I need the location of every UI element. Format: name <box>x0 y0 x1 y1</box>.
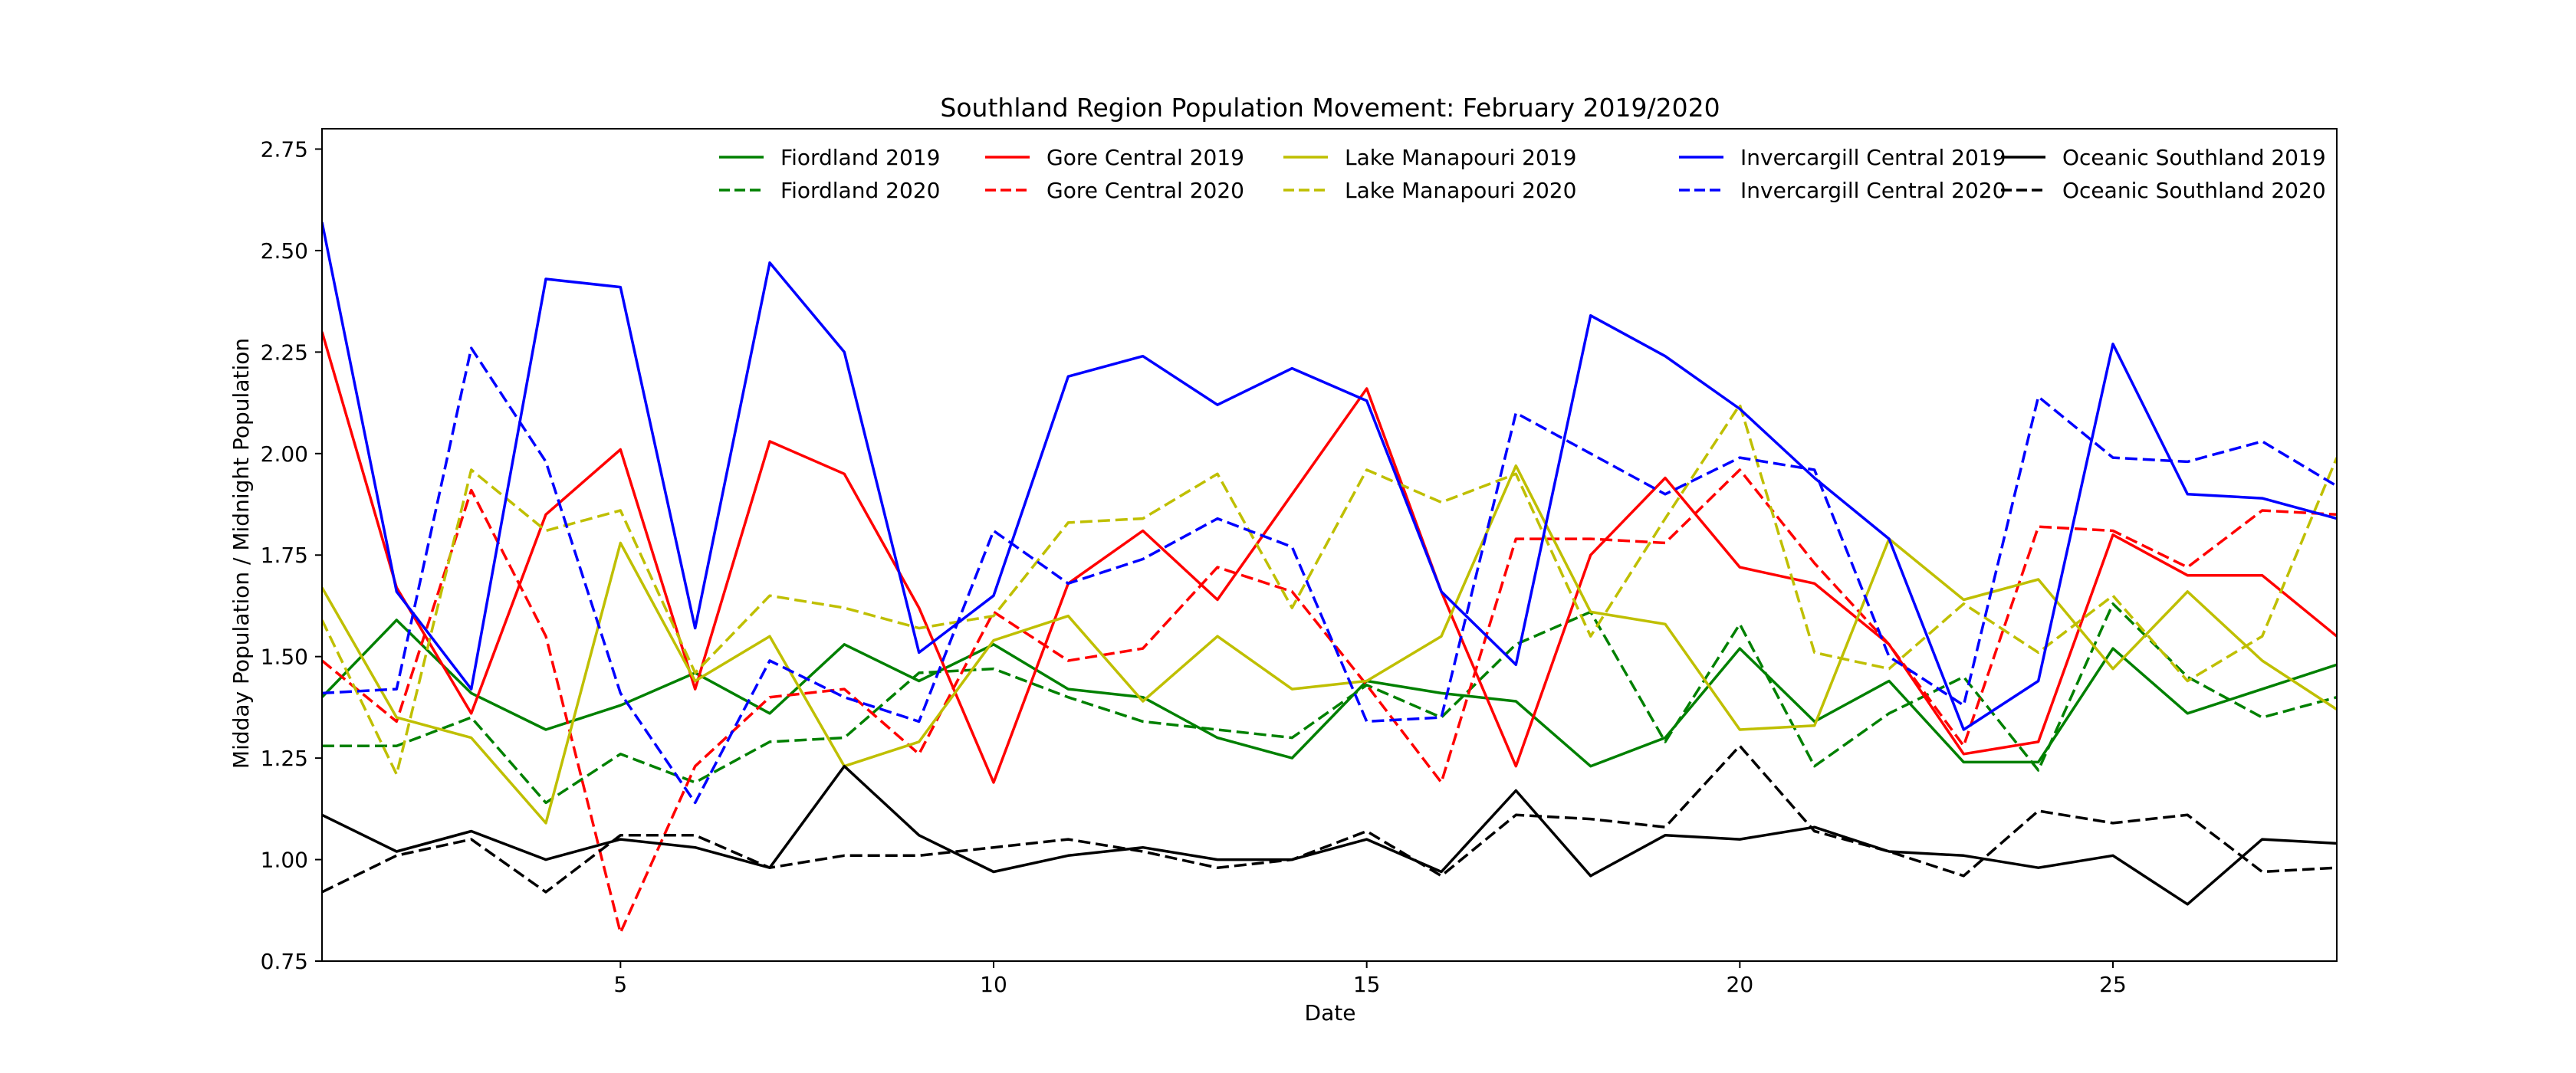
plot-frame <box>321 128 2338 962</box>
y-tick-label-2: 1.25 <box>261 746 308 771</box>
y-tick-label-8: 2.75 <box>261 136 308 162</box>
legend-label-7: Invercargill Central 2020 <box>1740 178 2006 203</box>
series-line-8 <box>322 764 2337 906</box>
y-tick-label-7: 2.50 <box>261 238 308 264</box>
legend-label-9: Oceanic Southland 2020 <box>2062 178 2326 203</box>
series-line-6 <box>322 221 2337 731</box>
legend-label-8: Oceanic Southland 2019 <box>2062 145 2326 170</box>
legend: Fiordland 2019 Fiordland 2020 Gore Central… <box>719 145 2326 203</box>
y-tick-label-3: 1.50 <box>261 645 308 670</box>
legend-label-2: Gore Central 2019 <box>1046 145 1244 170</box>
series-line-5 <box>322 403 2337 776</box>
series-line-9 <box>322 744 2337 894</box>
x-tick-label-2: 15 <box>1353 972 1381 997</box>
chart-title: Southland Region Population Movement: Fe… <box>940 93 1720 123</box>
y-tick-label-5: 2.00 <box>261 441 308 467</box>
legend-label-6: Invercargill Central 2019 <box>1740 145 2006 170</box>
y-tick-label-0: 0.75 <box>261 949 308 974</box>
x-tick-label-4: 25 <box>2099 972 2127 997</box>
y-axis-label: Midday Population / Midnight Population <box>228 338 254 769</box>
legend-label-3: Gore Central 2020 <box>1046 178 1244 203</box>
y-tick-label-1: 1.00 <box>261 848 308 873</box>
x-tick-label-3: 20 <box>1727 972 1754 997</box>
y-tick-label-4: 1.75 <box>261 543 308 568</box>
legend-label-1: Fiordland 2020 <box>780 178 940 203</box>
y-tick-label-6: 2.25 <box>261 340 308 365</box>
legend-label-5: Lake Manapouri 2020 <box>1345 178 1576 203</box>
legend-label-0: Fiordland 2019 <box>780 145 940 170</box>
x-axis-label: Date <box>1305 1000 1356 1025</box>
plot-lines <box>322 221 2337 934</box>
series-line-2 <box>322 331 2337 784</box>
series-line-4 <box>322 464 2337 825</box>
series-line-0 <box>322 619 2337 768</box>
series-line-1 <box>322 602 2337 805</box>
axes: 5 10 15 20 25 0.75 1.00 1.25 1.50 1.75 2.00 2.25 2.5… <box>261 128 2338 997</box>
legend-label-4: Lake Manapouri 2019 <box>1345 145 1576 170</box>
x-tick-label-1: 10 <box>980 972 1007 997</box>
x-tick-label-0: 5 <box>613 972 627 997</box>
series-line-3 <box>322 468 2337 934</box>
series-line-7 <box>322 346 2337 805</box>
